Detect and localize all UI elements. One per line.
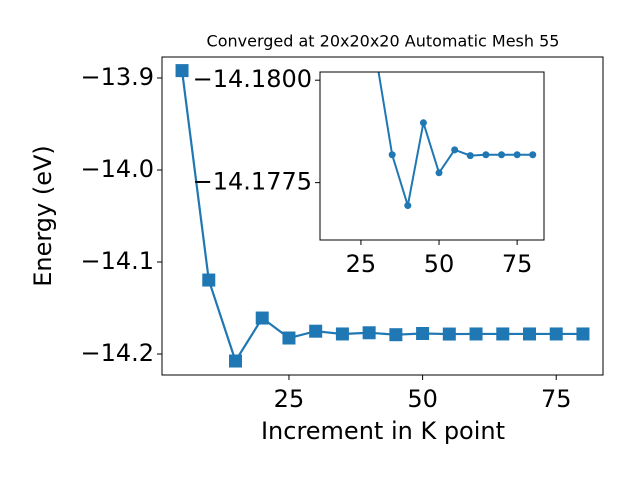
y-tick-label: −13.9 [80,63,154,91]
marker [419,119,427,127]
marker [549,327,563,341]
marker [451,146,459,154]
y-tick-label: −14.1 [80,247,154,275]
chart-title: Converged at 20x20x20 Automatic Mesh 55 [207,32,560,51]
x-tick-label: 50 [424,250,455,278]
marker [388,151,396,159]
x-tick-label: 50 [407,385,438,413]
marker [389,328,403,342]
x-tick-label: 25 [346,250,377,278]
y-tick-label: −14.0 [80,155,154,183]
x-tick-label: 75 [541,385,572,413]
axes-frame [319,71,545,241]
x-tick-label: 25 [274,385,305,413]
marker [309,324,323,338]
marker [482,151,490,159]
marker [335,327,349,341]
marker [282,331,296,345]
marker [469,327,483,341]
y-tick-label: −14.1800 [193,65,312,93]
plot-clip [175,64,590,368]
marker [416,327,430,341]
marker [229,354,242,368]
marker [435,169,443,177]
marker [466,152,474,160]
marker [404,202,412,210]
marker [529,151,537,159]
marker [362,326,376,340]
marker [442,327,456,341]
marker [202,273,216,287]
marker [175,64,189,78]
x-axis-label: Increment in K point [261,417,505,445]
marker [513,151,521,159]
marker [576,327,590,341]
y-axis-label: Energy (eV) [29,145,57,287]
plot-area [320,72,544,240]
marker [498,151,506,159]
y-tick-label: −14.2 [80,339,154,367]
y-tick-label: −14.1775 [193,168,312,196]
x-tick-label: 75 [502,250,533,278]
marker [523,327,536,341]
data-line [180,70,583,364]
marker [255,311,269,325]
plot-clip [377,72,537,210]
marker [496,327,510,341]
axes-frame [161,56,604,376]
